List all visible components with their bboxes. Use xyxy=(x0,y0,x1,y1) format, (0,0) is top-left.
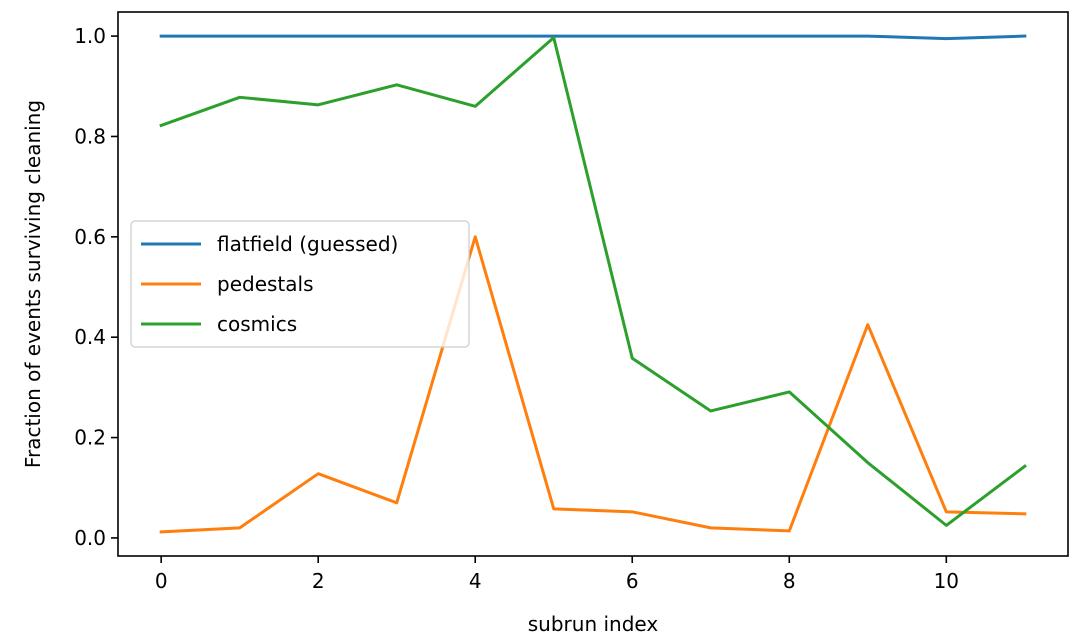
y-tick-label: 0.0 xyxy=(74,526,106,550)
legend-label-1: pedestals xyxy=(217,272,314,296)
y-axis-ticks: 0.0 0.2 0.4 0.6 0.8 1.0 xyxy=(74,24,118,550)
x-tick-label: 0 xyxy=(155,569,168,593)
x-tick-label: 4 xyxy=(469,569,482,593)
legend-box xyxy=(130,220,470,348)
y-tick-label: 0.2 xyxy=(74,426,106,450)
y-tick-label: 0.8 xyxy=(74,124,106,148)
series-line-1 xyxy=(159,235,1027,534)
series-line-0 xyxy=(159,34,1027,41)
x-axis-ticks: 0 2 4 6 8 10 xyxy=(155,556,959,593)
legend-items: flatfield (guessed) pedestals cosmics xyxy=(141,232,398,336)
y-axis-label: Fraction of events surviving cleaning xyxy=(21,100,45,468)
series-line-2 xyxy=(159,36,1027,527)
y-tick-label: 0.6 xyxy=(74,225,106,249)
legend-label-0: flatfield (guessed) xyxy=(217,232,398,256)
y-tick-label: 1.0 xyxy=(74,24,106,48)
legend: flatfield (guessed) pedestals cosmics xyxy=(130,220,470,348)
x-axis-label: subrun index xyxy=(528,612,659,636)
x-tick-label: 8 xyxy=(783,569,796,593)
x-tick-label: 2 xyxy=(312,569,325,593)
plot-frame xyxy=(117,11,1069,557)
x-tick-label: 10 xyxy=(934,569,959,593)
plot-lines xyxy=(159,34,1027,534)
y-tick-label: 0.4 xyxy=(74,325,106,349)
x-tick-label: 6 xyxy=(626,569,639,593)
legend-label-2: cosmics xyxy=(217,312,297,336)
